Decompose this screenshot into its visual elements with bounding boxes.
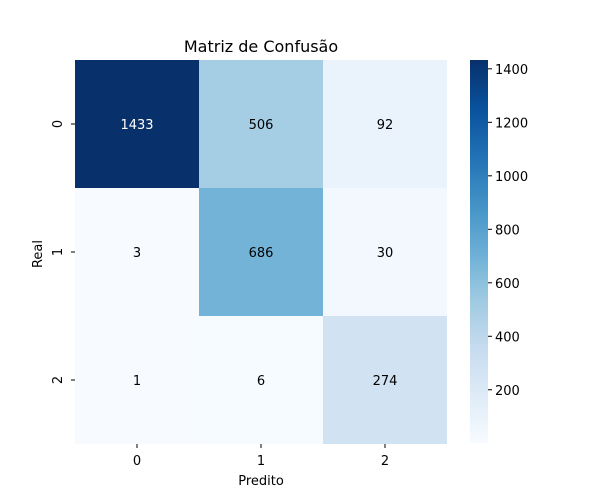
colorbar-tick-label-0: 200: [495, 384, 520, 399]
heatmap-cell-2-0: [75, 316, 199, 444]
colorbar-tick-label-1: 400: [495, 330, 520, 345]
x-tick-label-1: 1: [257, 454, 265, 469]
cell-value-0-1: 506: [249, 118, 274, 133]
colorbar: 200 400 600 800 1000 1200 1400: [470, 60, 528, 443]
heatmap-cells: [75, 60, 447, 444]
cell-value-1-2: 30: [377, 246, 394, 261]
heatmap-cell-0-2: [323, 60, 447, 188]
heatmap-cell-1-0: [75, 188, 199, 316]
colorbar-tick-label-3: 800: [495, 223, 520, 238]
x-tick-label-2: 2: [381, 454, 389, 469]
cell-value-1-0: 3: [133, 246, 141, 261]
heatmap-cell-labels: 1433 506 92 3 686 30 1 6 274: [120, 118, 397, 389]
cell-value-2-1: 6: [257, 374, 265, 389]
colorbar-tick-label-5: 1200: [495, 116, 528, 131]
cell-value-1-1: 686: [249, 246, 274, 261]
y-tick-label-0: 0: [51, 120, 66, 128]
colorbar-tick-label-2: 600: [495, 277, 520, 292]
cell-value-2-2: 274: [373, 374, 398, 389]
y-axis-label: Real: [31, 240, 46, 268]
cell-value-2-0: 1: [133, 374, 141, 389]
heatmap-cell-0-1: [199, 60, 323, 188]
y-tick-label-1: 1: [51, 248, 66, 256]
heatmap-cell-2-2: [323, 316, 447, 444]
y-axis: 0 1 2: [51, 120, 75, 384]
colorbar-rect: [470, 60, 488, 443]
chart-title: Matriz de Confusão: [184, 37, 338, 56]
colorbar-tick-label-6: 1400: [495, 63, 528, 78]
x-axis-label: Predito: [238, 474, 284, 489]
cell-value-0-2: 92: [377, 118, 394, 133]
heatmap-cell-0-0: [75, 60, 199, 188]
heatmap-cell-1-2: [323, 188, 447, 316]
heatmap-cell-1-1: [199, 188, 323, 316]
colorbar-tick-label-4: 1000: [495, 170, 528, 185]
x-axis: 0 1 2: [133, 444, 389, 469]
x-tick-label-0: 0: [133, 454, 141, 469]
colorbar-ticks: 200 400 600 800 1000 1200 1400: [488, 63, 528, 399]
heatmap-cell-2-1: [199, 316, 323, 444]
cell-value-0-0: 1433: [120, 118, 153, 133]
y-tick-label-2: 2: [51, 376, 66, 384]
